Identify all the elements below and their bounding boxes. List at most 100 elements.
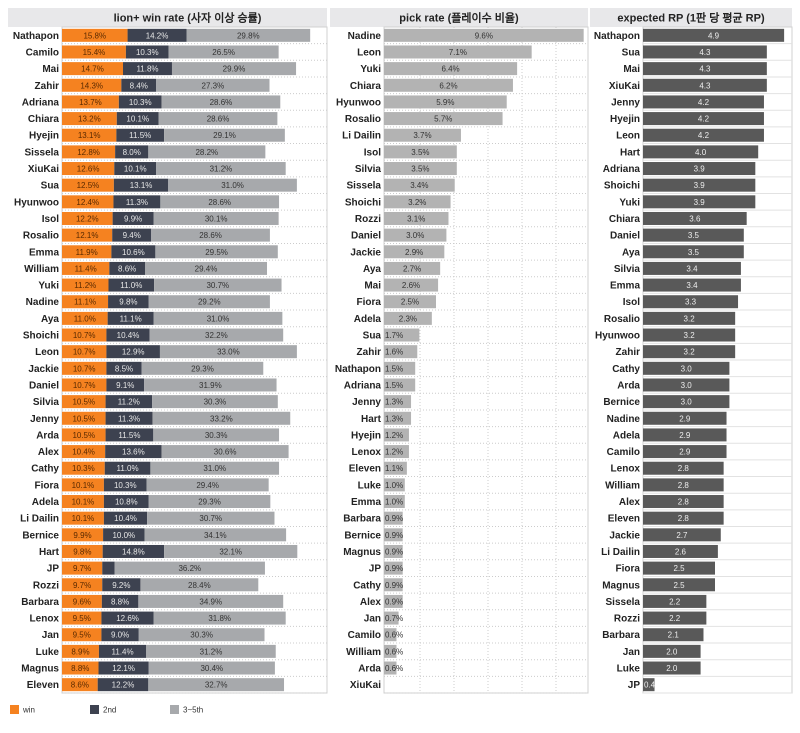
- data-label: 8.6%: [118, 264, 136, 273]
- category-label: Emma: [29, 247, 59, 258]
- category-label: Adriana: [22, 97, 60, 108]
- bar-2nd: [105, 395, 153, 409]
- bar-2nd: [101, 628, 139, 642]
- category-label: Shoichi: [604, 181, 640, 192]
- data-label: 4.3: [699, 81, 711, 90]
- data-label: 36.2%: [178, 564, 201, 573]
- data-label: 11.3%: [126, 198, 148, 207]
- bar: [384, 561, 403, 575]
- data-label: 3.2: [684, 314, 696, 323]
- data-label: 8.0%: [123, 148, 141, 157]
- data-label: 34.9%: [199, 597, 222, 606]
- bar-2nd: [108, 295, 149, 309]
- bar: [643, 211, 747, 225]
- data-label: 10.6%: [122, 248, 145, 257]
- data-label: 10.5%: [72, 414, 95, 423]
- category-label: Adela: [32, 497, 60, 508]
- category-label: Magnus: [602, 580, 640, 591]
- bar: [384, 661, 397, 675]
- data-label: 10.3%: [136, 48, 159, 57]
- data-label: 3.0: [681, 381, 693, 390]
- data-label: 0.7%: [385, 614, 403, 623]
- data-label: 3.9: [694, 198, 706, 207]
- bar-2nd: [123, 62, 172, 76]
- bar: [384, 395, 412, 409]
- data-label: 9.7%: [73, 581, 91, 590]
- category-label: Rozzi: [33, 580, 59, 591]
- bar: [384, 28, 584, 42]
- data-label: 10.7%: [73, 331, 96, 340]
- data-label: 31.2%: [200, 647, 223, 656]
- category-label: Li Dailin: [342, 131, 381, 142]
- data-label: 1.7%: [385, 331, 403, 340]
- data-label: 1.3%: [385, 398, 403, 407]
- panel-title-bg: [590, 8, 792, 27]
- data-label: 28.6%: [207, 115, 230, 124]
- panel-2: pick rate (플레이수 비율) Nadine 9.6% Leon 7.1% Yuk…: [330, 8, 589, 694]
- bar-win: [62, 544, 103, 558]
- bar-3~5th: [171, 62, 297, 76]
- data-label: 10.7%: [73, 348, 96, 357]
- category-label: Eleven: [27, 680, 59, 691]
- category-label: Bernice: [603, 397, 640, 408]
- category-label: JP: [369, 564, 382, 575]
- bar: [643, 578, 715, 592]
- data-label: 11.8%: [136, 65, 158, 74]
- bar: [384, 62, 518, 76]
- bar: [384, 245, 445, 259]
- data-label: 9.8%: [119, 298, 137, 307]
- bar-win: [62, 628, 102, 642]
- bar-3~5th: [148, 678, 285, 692]
- data-label: 3.5%: [411, 165, 429, 174]
- category-label: Alex: [619, 497, 641, 508]
- category-label: Chiara: [609, 214, 641, 225]
- bar-2nd: [106, 361, 142, 375]
- bar-3~5th: [164, 128, 285, 142]
- bar-2nd: [114, 162, 157, 176]
- data-label: 13.6%: [122, 448, 145, 457]
- category-label: Alex: [360, 597, 382, 608]
- category-label: Jackie: [28, 364, 59, 375]
- data-label: 1.6%: [385, 348, 403, 357]
- data-label: 3.9: [694, 165, 706, 174]
- bar: [643, 128, 764, 142]
- category-label: Shoichi: [345, 197, 381, 208]
- category-label: Sua: [363, 331, 382, 342]
- bar-win: [62, 661, 99, 675]
- data-label: 2.6%: [402, 281, 420, 290]
- data-label: 10.3%: [129, 98, 152, 107]
- bar-2nd: [101, 594, 139, 608]
- bar: [384, 628, 397, 642]
- bar-win: [62, 445, 106, 459]
- bar-3~5th: [153, 211, 279, 225]
- category-label: Hyunwoo: [14, 197, 59, 208]
- category-label: Fiora: [616, 564, 641, 575]
- bar-2nd: [112, 228, 152, 242]
- data-label: 1.5%: [385, 381, 403, 390]
- panel-3: expected RP (1판 당 평균 RP) Nathapon 4.9 Sua 4.…: [590, 8, 793, 694]
- data-label: 8.9%: [71, 647, 89, 656]
- bar-3~5th: [144, 378, 277, 392]
- category-label: Hart: [620, 147, 641, 158]
- data-label: 12.2%: [76, 214, 99, 223]
- category-label: Mai: [364, 281, 381, 292]
- bar: [384, 95, 507, 109]
- bar-3~5th: [168, 45, 279, 59]
- data-label: 26.5%: [212, 48, 235, 57]
- data-label: 0.9%: [385, 547, 403, 556]
- category-label: Adela: [613, 430, 641, 441]
- bar-win: [62, 561, 103, 575]
- bar-win: [62, 62, 124, 76]
- data-label: 15.8%: [83, 31, 106, 40]
- data-label: 10.5%: [72, 398, 95, 407]
- category-label: Daniel: [351, 231, 381, 242]
- data-label: 10.7%: [73, 364, 96, 373]
- bar-3~5th: [150, 461, 280, 475]
- data-label: 3.0: [681, 364, 693, 373]
- data-label: 9.4%: [123, 231, 141, 240]
- category-label: Hyunwoo: [336, 97, 381, 108]
- data-label: 13.2%: [78, 115, 101, 124]
- bar: [643, 328, 736, 342]
- bar-win: [62, 78, 122, 92]
- category-label: Sua: [622, 47, 641, 58]
